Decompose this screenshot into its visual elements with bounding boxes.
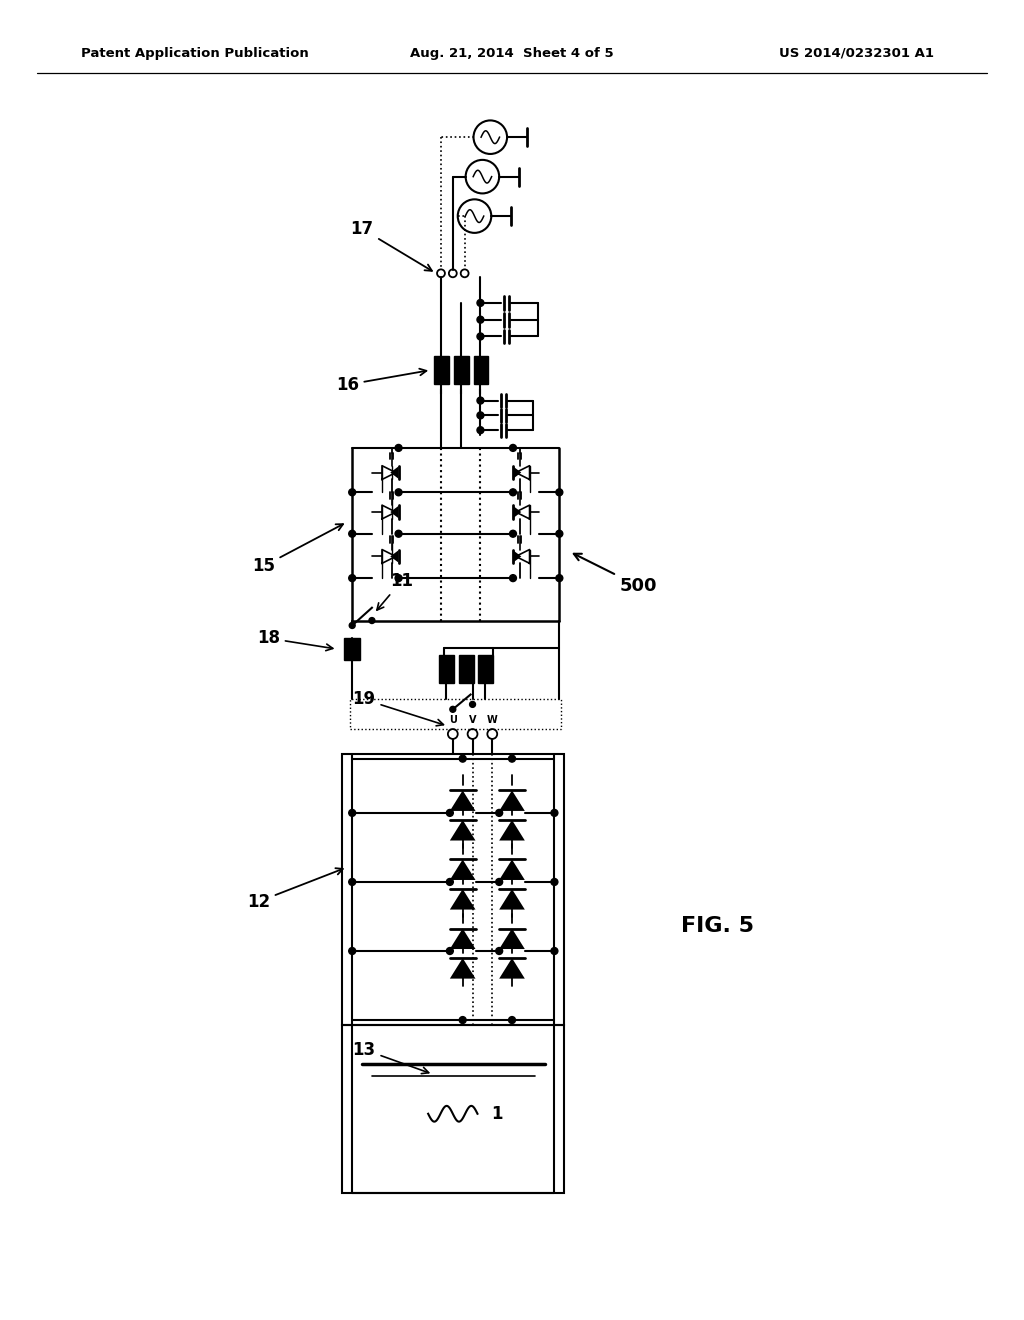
Text: U: U — [449, 715, 457, 725]
Polygon shape — [499, 958, 525, 978]
Polygon shape — [450, 890, 475, 909]
Circle shape — [477, 317, 484, 323]
Polygon shape — [450, 820, 475, 841]
Text: 1: 1 — [492, 1105, 503, 1123]
Text: 11: 11 — [377, 572, 413, 610]
Text: 18: 18 — [257, 630, 333, 651]
Circle shape — [470, 701, 475, 708]
Polygon shape — [390, 506, 398, 519]
Circle shape — [551, 809, 558, 816]
Polygon shape — [499, 820, 525, 841]
Bar — [434, 356, 449, 384]
Circle shape — [496, 948, 503, 954]
Text: V: V — [469, 715, 476, 725]
Polygon shape — [450, 958, 475, 978]
Polygon shape — [450, 928, 475, 949]
Circle shape — [477, 300, 484, 306]
Circle shape — [556, 531, 563, 537]
Circle shape — [450, 706, 456, 713]
Polygon shape — [450, 791, 475, 810]
Polygon shape — [499, 859, 525, 880]
Circle shape — [477, 412, 484, 418]
Text: 13: 13 — [352, 1040, 429, 1073]
Bar — [350, 700, 561, 729]
Circle shape — [349, 809, 355, 816]
Circle shape — [349, 488, 355, 496]
Circle shape — [395, 445, 402, 451]
Text: 16: 16 — [336, 368, 426, 393]
Circle shape — [459, 1016, 466, 1023]
Circle shape — [446, 948, 454, 954]
Polygon shape — [390, 466, 398, 479]
Circle shape — [349, 531, 355, 537]
Circle shape — [369, 618, 375, 623]
Circle shape — [510, 445, 516, 451]
Circle shape — [510, 574, 516, 582]
Circle shape — [551, 948, 558, 954]
Circle shape — [496, 879, 503, 886]
Circle shape — [477, 397, 484, 404]
Circle shape — [509, 1016, 515, 1023]
Text: FIG. 5: FIG. 5 — [681, 916, 754, 936]
Polygon shape — [513, 506, 521, 519]
Circle shape — [477, 426, 484, 433]
Circle shape — [477, 333, 484, 341]
Polygon shape — [499, 791, 525, 810]
Text: W: W — [486, 715, 498, 725]
Bar — [454, 356, 469, 384]
Polygon shape — [513, 550, 521, 562]
Polygon shape — [390, 550, 398, 562]
Circle shape — [349, 623, 355, 628]
Bar — [342, 754, 564, 1026]
Circle shape — [349, 879, 355, 886]
Circle shape — [349, 948, 355, 954]
Circle shape — [395, 488, 402, 496]
Circle shape — [395, 531, 402, 537]
Circle shape — [446, 879, 454, 886]
Text: 500: 500 — [573, 554, 657, 595]
Circle shape — [459, 755, 466, 762]
Bar — [473, 356, 488, 384]
Text: Patent Application Publication: Patent Application Publication — [81, 46, 308, 59]
Bar — [478, 655, 494, 682]
Polygon shape — [499, 928, 525, 949]
Circle shape — [556, 574, 563, 582]
Circle shape — [556, 488, 563, 496]
Polygon shape — [513, 466, 521, 479]
Text: 19: 19 — [352, 690, 443, 726]
Circle shape — [551, 879, 558, 886]
Circle shape — [395, 574, 402, 582]
Text: 17: 17 — [350, 220, 432, 271]
Circle shape — [509, 755, 515, 762]
Text: 12: 12 — [247, 869, 343, 911]
Text: 15: 15 — [252, 524, 343, 576]
Circle shape — [510, 531, 516, 537]
Circle shape — [496, 809, 503, 816]
Bar — [344, 639, 360, 660]
Bar — [439, 655, 454, 682]
Polygon shape — [450, 859, 475, 880]
Text: US 2014/0232301 A1: US 2014/0232301 A1 — [779, 46, 934, 59]
Text: Aug. 21, 2014  Sheet 4 of 5: Aug. 21, 2014 Sheet 4 of 5 — [411, 46, 613, 59]
Circle shape — [510, 488, 516, 496]
Polygon shape — [499, 890, 525, 909]
Circle shape — [349, 574, 355, 582]
Bar — [342, 1026, 564, 1193]
Bar — [459, 655, 473, 682]
Circle shape — [446, 809, 454, 816]
